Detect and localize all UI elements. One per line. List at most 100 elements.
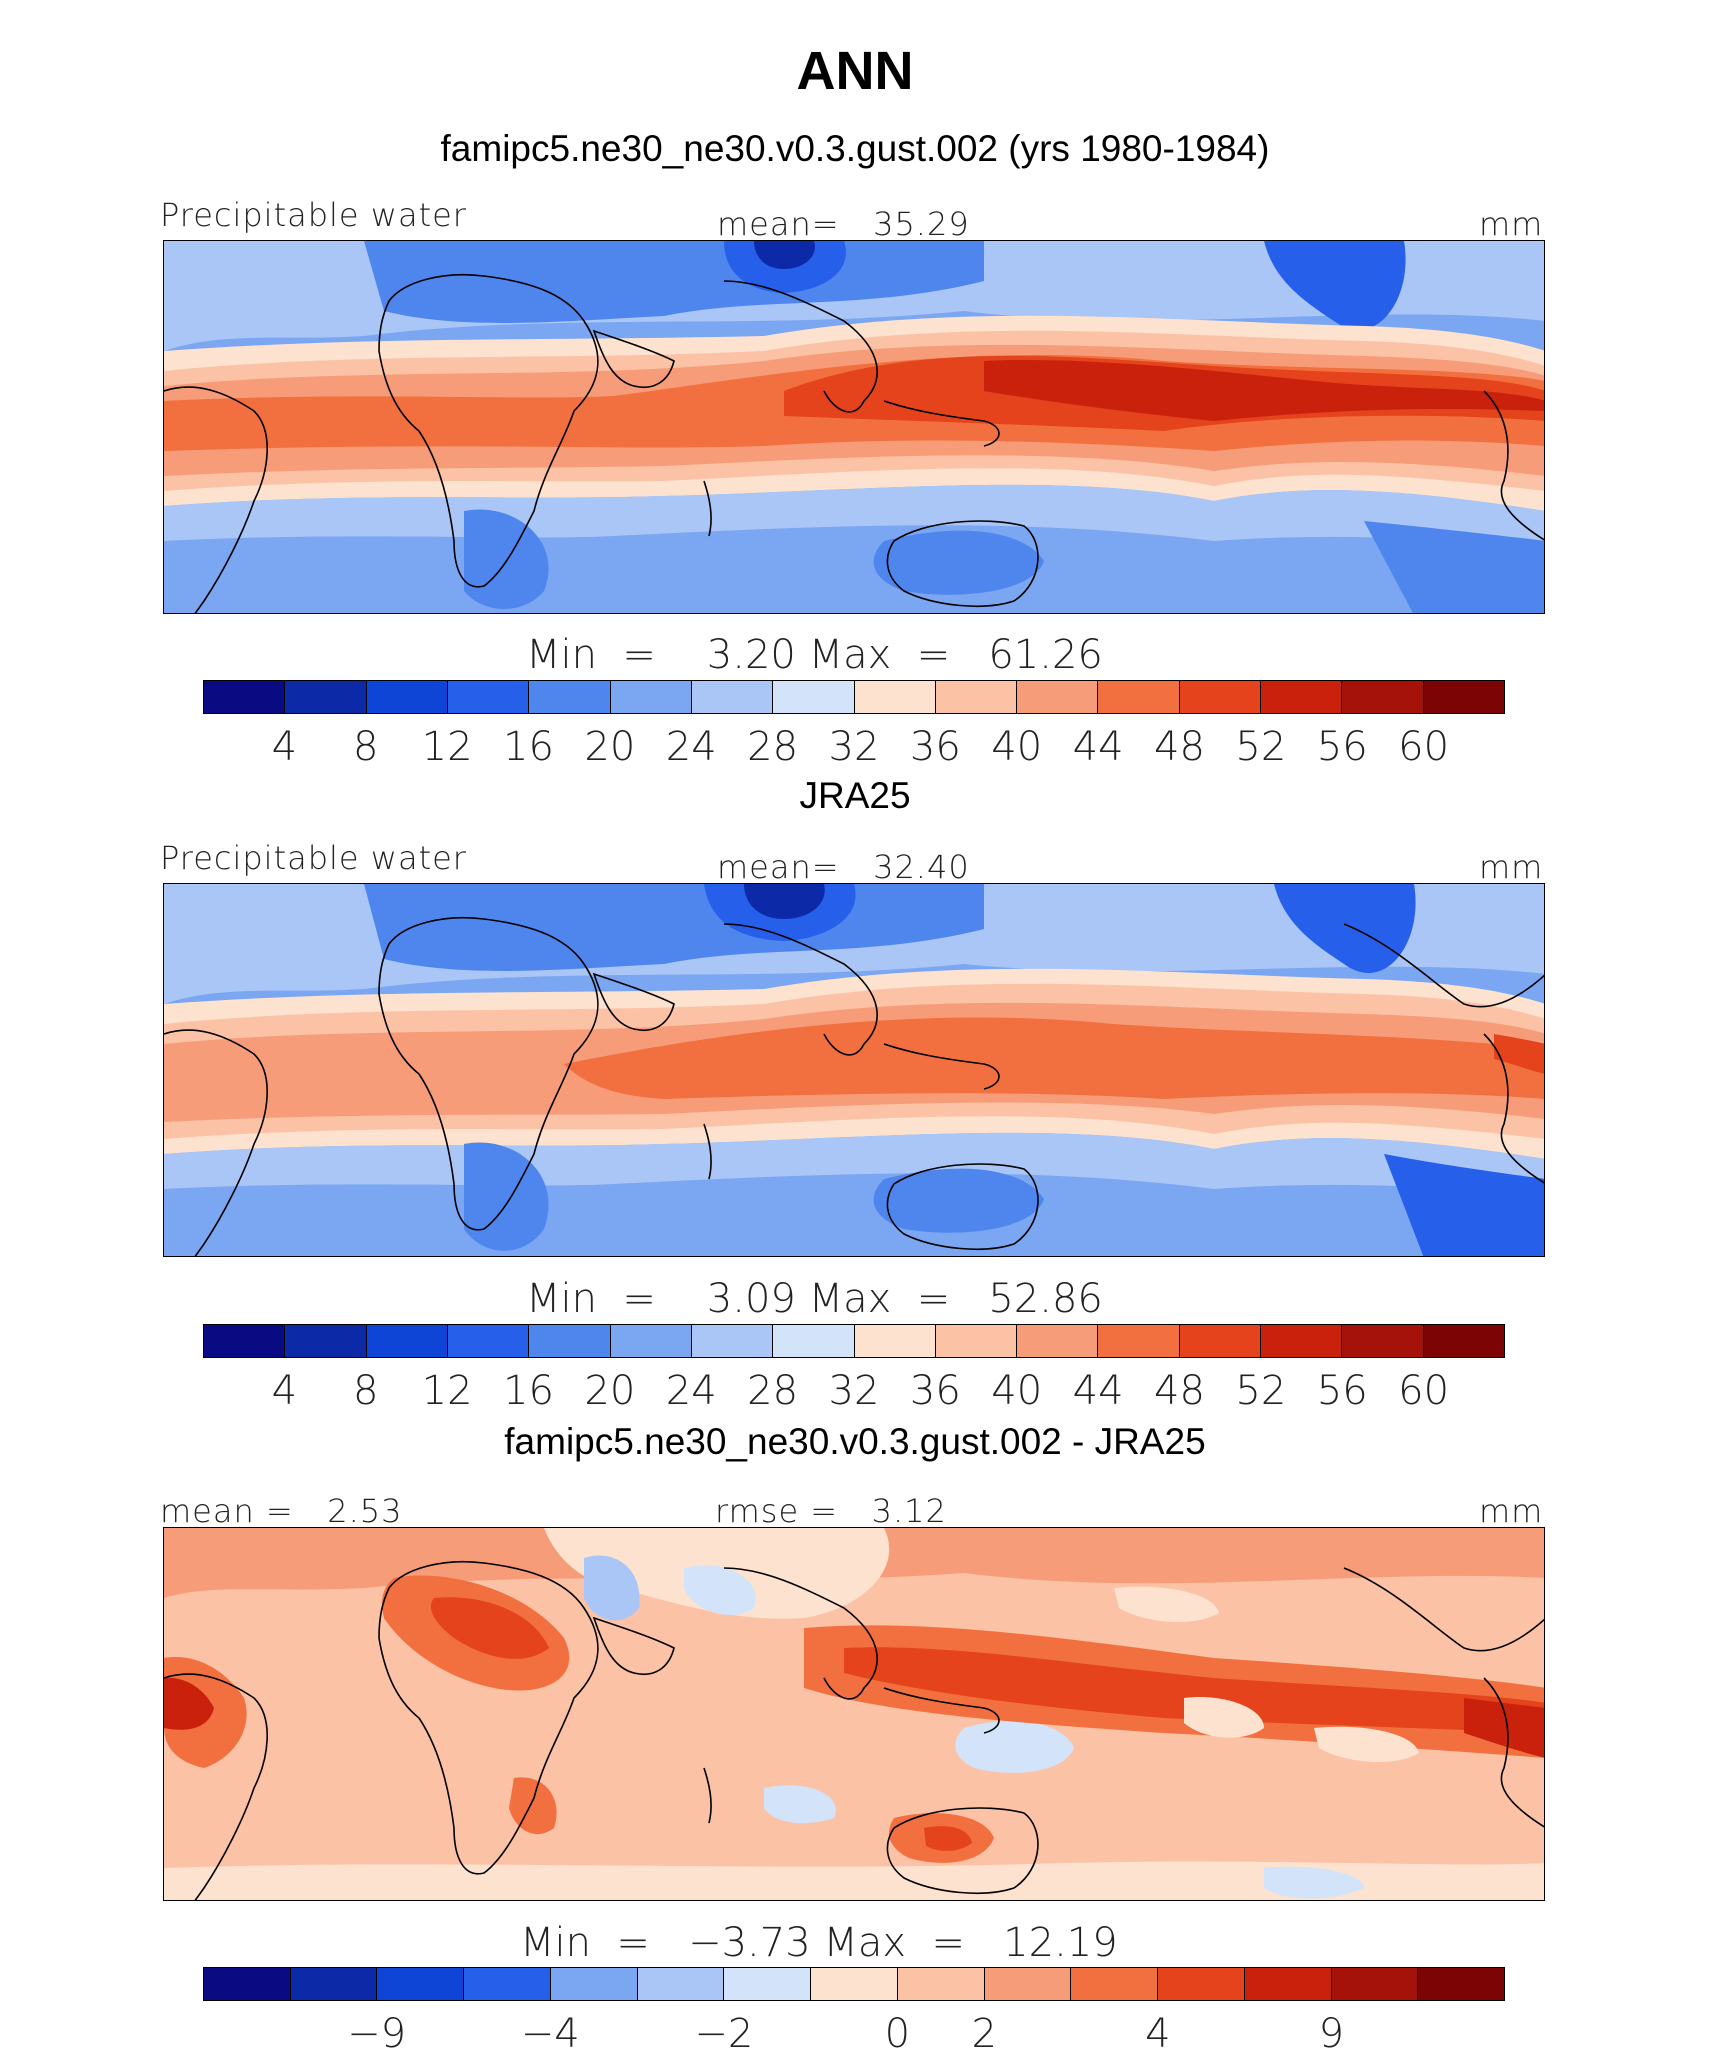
colorbar-tick-label: 48 (1154, 1368, 1205, 1414)
colorbar-tick-label: 56 (1316, 1368, 1368, 1414)
colorbar-swatch (691, 1325, 774, 1357)
colorbar-swatch (1098, 681, 1180, 713)
panel-2-map (163, 883, 1545, 1257)
colorbar-tick-label: 36 (909, 724, 961, 770)
panel-3-rmse-value: 3.12 (871, 1492, 947, 1530)
colorbar-swatch (1423, 681, 1504, 713)
colorbar-tick-label: 44 (1072, 724, 1124, 770)
colorbar-swatch (366, 681, 448, 713)
colorbar-tick-label: 4 (271, 724, 298, 770)
colorbar-swatch (447, 681, 530, 713)
panel-2-units: mm (1479, 848, 1544, 886)
colorbar-swatch (1017, 1325, 1099, 1357)
colorbar-swatch (204, 681, 286, 713)
colorbar-tick-label: 32 (828, 724, 880, 770)
panel-1-minmax: Min = 3.20 Max = 61.26 (526, 632, 1103, 678)
panel-3-min-value: −3.73 (688, 1920, 811, 1966)
colorbar-tick-label: 9 (1318, 2011, 1345, 2057)
colorbar-swatch (550, 1968, 638, 2000)
colorbar-swatch (204, 1325, 286, 1357)
colorbar-tick-label: 56 (1316, 724, 1368, 770)
colorbar-swatch (1331, 1968, 1419, 2000)
colorbar-tick-label: −4 (520, 2011, 580, 2057)
colorbar-swatch (610, 1325, 692, 1357)
panel-3-map (163, 1527, 1545, 1901)
colorbar-tick-label: 28 (747, 724, 799, 770)
colorbar-swatch (1342, 1325, 1424, 1357)
colorbar-swatch (1244, 1968, 1332, 2000)
colorbar-swatch (1017, 681, 1099, 713)
panel-1-colorbar (203, 680, 1505, 714)
panel-3-title: famipc5.ne30_ne30.v0.3.gust.002 - JRA25 (504, 1421, 1206, 1462)
colorbar-swatch (935, 1325, 1018, 1357)
colorbar-tick-label: 16 (503, 1368, 554, 1414)
panel-3-units: mm (1479, 1492, 1544, 1530)
colorbar-swatch (724, 1968, 812, 2000)
panel-3-colorbar (203, 1967, 1505, 2001)
colorbar-swatch (1179, 1325, 1262, 1357)
colorbar-swatch (1071, 1968, 1159, 2000)
panel-1-map (163, 240, 1545, 614)
colorbar-tick-label: 2 (971, 2011, 997, 2057)
colorbar-tick-label: 4 (271, 1368, 298, 1414)
panel-3-mean-label: mean = 2.53 (160, 1492, 403, 1530)
colorbar-swatch (204, 1968, 291, 2000)
panel-3-mean-value: 2.53 (327, 1492, 403, 1530)
colorbar-swatch (447, 1325, 530, 1357)
colorbar-swatch (1261, 681, 1343, 713)
panel-1-mean-label: mean= 35.29 (717, 205, 970, 243)
colorbar-tick-label: 48 (1154, 724, 1205, 770)
colorbar-tick-label: 24 (665, 724, 717, 770)
colorbar-tick-label: 8 (353, 1368, 379, 1414)
colorbar-swatch (290, 1968, 378, 2000)
colorbar-tick-label: 24 (665, 1368, 717, 1414)
colorbar-swatch (285, 1325, 367, 1357)
colorbar-swatch (377, 1968, 465, 2000)
colorbar-swatch (1423, 1325, 1504, 1357)
panel-1-min-value: 3.20 (706, 632, 796, 678)
panel-2-max-value: 52.86 (988, 1276, 1103, 1322)
colorbar-swatch (984, 1968, 1072, 2000)
panel-2-mean-label: mean= 32.40 (717, 848, 970, 886)
panel-3-rmse-label: rmse = 3.12 (715, 1492, 947, 1530)
colorbar-swatch (811, 1968, 898, 2000)
colorbar-tick-label: 52 (1235, 724, 1287, 770)
panel-1-units: mm (1479, 205, 1544, 243)
colorbar-tick-label: 60 (1398, 724, 1450, 770)
colorbar-swatch (773, 681, 855, 713)
colorbar-tick-label: 8 (353, 724, 379, 770)
panel-3-max-value: 12.19 (1003, 1920, 1118, 1966)
colorbar-tick-label: 4 (1145, 2011, 1171, 2057)
colorbar-swatch (1158, 1968, 1245, 2000)
colorbar-tick-label: −2 (694, 2011, 754, 2057)
panel-3-minmax: Min = −3.73 Max = 12.19 (520, 1920, 1118, 1966)
panel-2-title: JRA25 (799, 775, 911, 816)
colorbar-swatch (854, 681, 936, 713)
colorbar-tick-label: 40 (991, 724, 1043, 770)
colorbar-swatch (464, 1968, 551, 2000)
panel-1-max-value: 61.26 (988, 632, 1103, 678)
panel-2-variable-label: Precipitable water (160, 839, 467, 877)
colorbar-tick-label: 16 (503, 724, 554, 770)
colorbar-tick-label: 44 (1072, 1368, 1124, 1414)
colorbar-tick-label: 32 (828, 1368, 880, 1414)
panel-1-variable-label: Precipitable water (160, 196, 467, 234)
colorbar-tick-label: 12 (421, 724, 473, 770)
colorbar-tick-label: 60 (1398, 1368, 1450, 1414)
colorbar-swatch (610, 681, 692, 713)
panel-2-min-value: 3.09 (706, 1276, 796, 1322)
panel-2-mean-value: 32.40 (873, 848, 970, 886)
colorbar-swatch (529, 681, 611, 713)
colorbar-swatch (691, 681, 774, 713)
colorbar-swatch (1418, 1968, 1505, 2000)
colorbar-swatch (366, 1325, 448, 1357)
colorbar-swatch (773, 1325, 855, 1357)
colorbar-swatch (854, 1325, 936, 1357)
colorbar-swatch (1261, 1325, 1343, 1357)
colorbar-tick-label: 36 (909, 1368, 961, 1414)
colorbar-swatch (529, 1325, 611, 1357)
colorbar-tick-label: 52 (1235, 1368, 1287, 1414)
colorbar-swatch (935, 681, 1018, 713)
panel-2-minmax: Min = 3.09 Max = 52.86 (526, 1276, 1103, 1322)
panel-2-colorbar (203, 1324, 1505, 1358)
